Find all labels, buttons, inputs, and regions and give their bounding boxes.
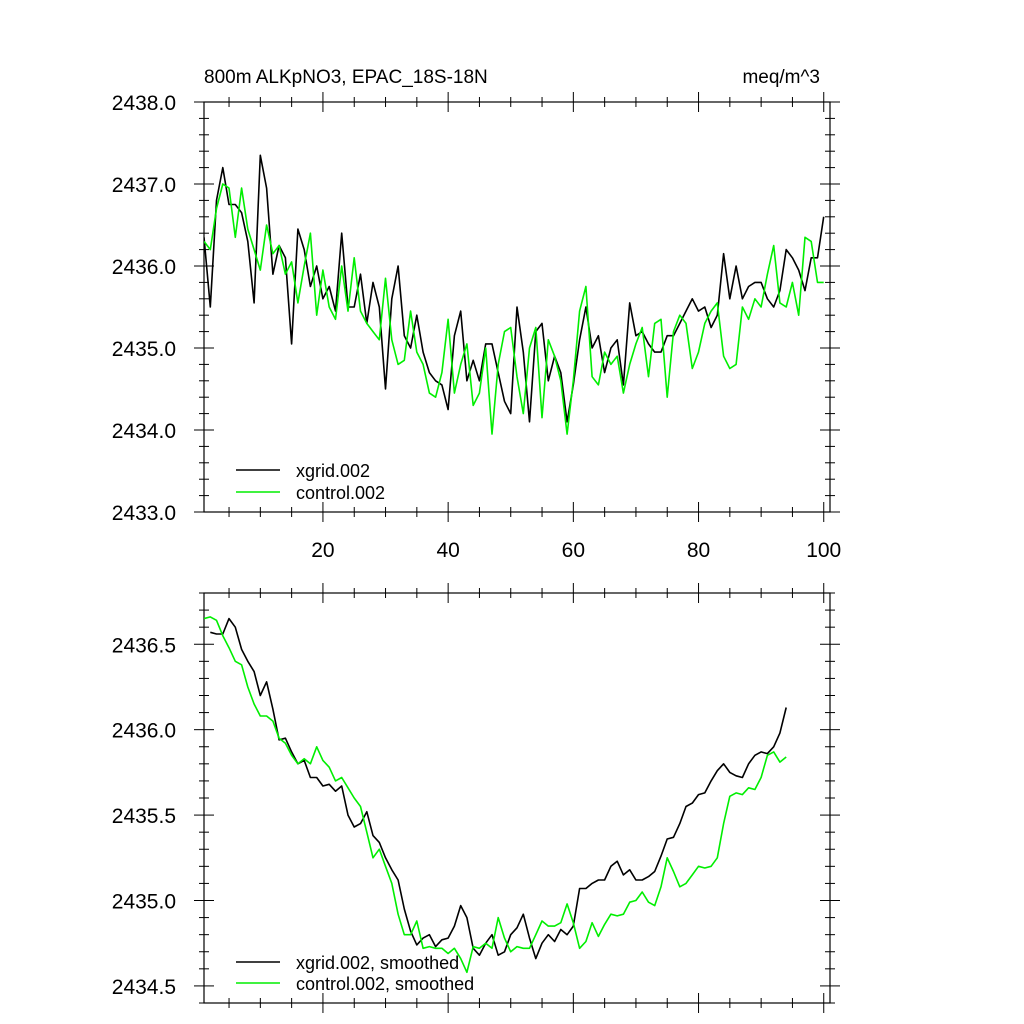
y-tick-label: 2437.0 bbox=[112, 174, 176, 197]
y-tick-label: 2436.5 bbox=[112, 634, 176, 657]
series-line-xgrid bbox=[204, 154, 825, 423]
y-tick-label: 2438.0 bbox=[112, 92, 176, 115]
y-tick-label: 2435.0 bbox=[112, 338, 176, 361]
plot-frame bbox=[203, 101, 831, 513]
legend-label: xgrid.002 bbox=[296, 461, 370, 481]
legend-label: control.002, smoothed bbox=[296, 974, 474, 994]
top-panel-units: meq/m^3 bbox=[742, 67, 820, 88]
series-line-xgrid bbox=[210, 617, 787, 960]
x-tick-label: 20 bbox=[311, 539, 334, 562]
x-tick-label: 40 bbox=[436, 539, 459, 562]
y-tick-label: 2434.5 bbox=[112, 976, 176, 999]
legend-label: control.002 bbox=[296, 483, 385, 503]
series-line-control bbox=[204, 183, 824, 435]
y-tick-label: 2436.0 bbox=[112, 720, 176, 743]
x-tick-label: 80 bbox=[687, 539, 710, 562]
y-tick-label: 2434.0 bbox=[112, 420, 176, 443]
y-tick-label: 2433.0 bbox=[112, 502, 176, 525]
x-tick-label: 60 bbox=[562, 539, 585, 562]
top-panel-title: 800m ALKpNO3, EPAC_18S-18N bbox=[204, 67, 488, 88]
y-tick-label: 2435.5 bbox=[112, 805, 176, 828]
legend-label: xgrid.002, smoothed bbox=[296, 953, 459, 973]
y-tick-label: 2435.0 bbox=[112, 891, 176, 914]
y-tick-label: 2436.0 bbox=[112, 256, 176, 279]
series-line-control bbox=[204, 616, 787, 974]
top-panel: 800m ALKpNO3, EPAC_18S-18N meq/m^3 20 40 6… bbox=[112, 67, 841, 562]
bottom-panel: 2434.5 2435.0 2435.5 2436.0 2436.5 xgrid.002,… bbox=[112, 583, 840, 1013]
x-tick-label: 100 bbox=[806, 539, 841, 562]
plot-frame bbox=[203, 592, 831, 1004]
